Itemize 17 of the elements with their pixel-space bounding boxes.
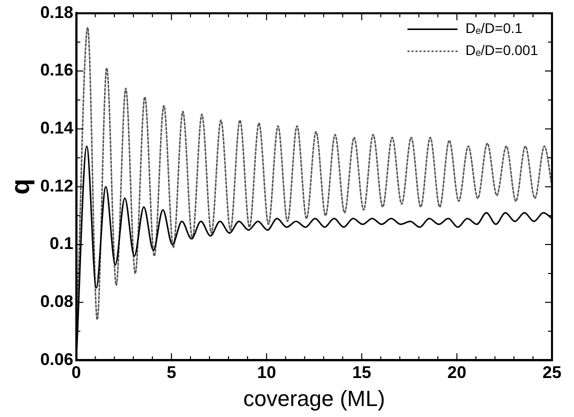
y-tick-label: 0.14	[40, 118, 74, 138]
x-tick-label: 20	[447, 363, 466, 382]
y-tick-label: 0.08	[40, 292, 74, 312]
y-tick-label: 0.12	[40, 176, 74, 196]
x-tick-label: 15	[352, 363, 372, 382]
x-tick-label: 25	[542, 363, 562, 382]
y-tick-label: 0.18	[40, 2, 74, 22]
x-tick-label: 0	[72, 363, 82, 382]
legend-label: Dₑ/D=0.1	[465, 20, 523, 36]
y-tick-label: 0.06	[40, 350, 74, 369]
x-tick-label: 5	[166, 363, 176, 382]
y-tick-label: 0.16	[40, 60, 74, 80]
y-tick-label: 0.1	[50, 234, 74, 254]
x-axis-title: coverage (ML)	[243, 386, 386, 411]
y-axis-title: q	[4, 178, 35, 195]
x-tick-label: 10	[257, 363, 276, 382]
legend-label: Dₑ/D=0.001	[465, 42, 538, 58]
